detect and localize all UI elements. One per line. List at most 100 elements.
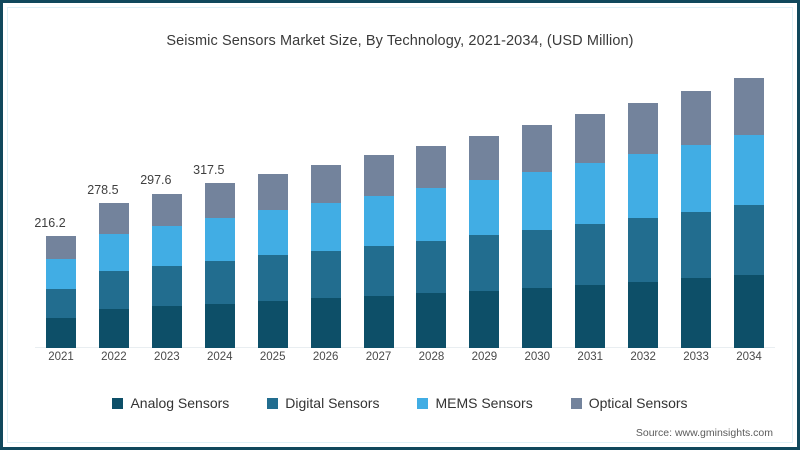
bar-segment-mems-sensors[interactable] bbox=[522, 171, 553, 230]
legend-label: Optical Sensors bbox=[588, 395, 688, 411]
bar-segment-optical-sensors[interactable] bbox=[257, 173, 288, 211]
bar-segment-analog-sensors[interactable] bbox=[628, 281, 659, 348]
bar-segment-mems-sensors[interactable] bbox=[628, 154, 659, 218]
bar-segment-analog-sensors[interactable] bbox=[257, 300, 288, 348]
bar-segment-mems-sensors[interactable] bbox=[46, 259, 76, 289]
bar-segment-digital-sensors[interactable] bbox=[310, 250, 341, 299]
x-tick-2034: 2034 bbox=[736, 351, 762, 363]
bar-segment-mems-sensors[interactable] bbox=[363, 195, 394, 246]
bar-slot bbox=[405, 65, 457, 348]
plot-area: 216.2 278.5 297.6 317.5 bbox=[34, 65, 775, 348]
bar-segment-analog-sensors[interactable] bbox=[681, 278, 712, 348]
bar-segment-digital-sensors[interactable] bbox=[151, 266, 182, 307]
bar-slot bbox=[564, 65, 616, 348]
stacked-bar[interactable] bbox=[46, 235, 76, 348]
stacked-bar[interactable] bbox=[469, 135, 500, 348]
source-attribution: Source: www.gminsights.com bbox=[635, 427, 773, 439]
bar-segment-digital-sensors[interactable] bbox=[416, 240, 447, 294]
bar-segment-optical-sensors[interactable] bbox=[204, 183, 235, 218]
bar-segment-optical-sensors[interactable] bbox=[46, 235, 76, 260]
bar-segment-optical-sensors[interactable] bbox=[416, 145, 447, 189]
bar-segment-optical-sensors[interactable] bbox=[363, 155, 394, 196]
stacked-bar[interactable] bbox=[681, 90, 712, 348]
bar-value-label: 216.2 bbox=[34, 215, 66, 230]
x-axis-tick-labels: 2021 2022 2023 2024 2025 2026 2027 2028 2029 2030… bbox=[35, 351, 775, 371]
legend-swatch-icon bbox=[570, 397, 582, 409]
bar-segment-digital-sensors[interactable] bbox=[681, 211, 712, 279]
stacked-bar[interactable] bbox=[204, 183, 235, 348]
bar-segment-mems-sensors[interactable] bbox=[469, 180, 500, 236]
bar-segment-analog-sensors[interactable] bbox=[363, 295, 394, 348]
bar-segment-mems-sensors[interactable] bbox=[681, 144, 712, 212]
bar-segment-mems-sensors[interactable] bbox=[416, 188, 447, 241]
x-tick-2021: 2021 bbox=[48, 351, 74, 363]
x-tick-2027: 2027 bbox=[365, 351, 392, 363]
bar-segment-analog-sensors[interactable] bbox=[575, 284, 606, 348]
bar-segment-mems-sensors[interactable] bbox=[204, 217, 235, 261]
legend-item-digital-sensors[interactable]: Digital Sensors bbox=[267, 395, 379, 411]
bar-segment-analog-sensors[interactable] bbox=[46, 317, 76, 348]
bar-segment-digital-sensors[interactable] bbox=[46, 288, 76, 318]
bar-segment-digital-sensors[interactable] bbox=[363, 245, 394, 296]
bar-segment-digital-sensors[interactable] bbox=[204, 260, 235, 304]
bar-segment-analog-sensors[interactable] bbox=[416, 293, 447, 348]
bar-segment-analog-sensors[interactable] bbox=[151, 306, 182, 348]
bar-segment-mems-sensors[interactable] bbox=[310, 203, 341, 251]
bar-segment-mems-sensors[interactable] bbox=[257, 210, 288, 256]
stacked-bar[interactable] bbox=[628, 102, 659, 348]
x-axis-baseline bbox=[35, 347, 775, 348]
bar-slot: 278.5 bbox=[87, 65, 140, 348]
legend-label: Digital Sensors bbox=[285, 395, 380, 411]
bar-segment-optical-sensors[interactable] bbox=[98, 203, 129, 234]
bar-segment-optical-sensors[interactable] bbox=[575, 114, 606, 164]
stacked-bar[interactable] bbox=[575, 114, 606, 348]
bar-segment-mems-sensors[interactable] bbox=[151, 225, 182, 267]
stacked-bar[interactable] bbox=[734, 77, 764, 348]
legend-item-optical-sensors[interactable]: Optical Sensors bbox=[570, 395, 688, 411]
x-tick-2031: 2031 bbox=[577, 351, 604, 363]
stacked-bar[interactable] bbox=[416, 145, 447, 348]
bar-segment-analog-sensors[interactable] bbox=[522, 287, 553, 348]
legend-item-mems-sensors[interactable]: MEMS Sensors bbox=[417, 395, 533, 411]
stacked-bar[interactable] bbox=[98, 203, 129, 348]
stacked-bar[interactable] bbox=[257, 173, 288, 348]
bar-slot: 216.2 bbox=[34, 65, 87, 348]
x-tick-2025: 2025 bbox=[259, 351, 286, 363]
stacked-bar[interactable] bbox=[151, 193, 182, 348]
bar-segment-analog-sensors[interactable] bbox=[734, 275, 764, 348]
stacked-bar[interactable] bbox=[363, 155, 394, 348]
bar-segment-digital-sensors[interactable] bbox=[628, 217, 659, 282]
bar-slot: 297.6 bbox=[140, 65, 193, 348]
stacked-bar[interactable] bbox=[522, 125, 553, 348]
bar-segment-mems-sensors[interactable] bbox=[734, 134, 764, 205]
legend-item-analog-sensors[interactable]: Analog Sensors bbox=[112, 395, 229, 411]
bar-segment-optical-sensors[interactable] bbox=[469, 135, 500, 181]
bar-segment-digital-sensors[interactable] bbox=[522, 229, 553, 288]
x-tick-2030: 2030 bbox=[524, 351, 551, 363]
bar-segment-optical-sensors[interactable] bbox=[310, 164, 341, 204]
bar-segment-mems-sensors[interactable] bbox=[575, 163, 606, 225]
bar-segment-optical-sensors[interactable] bbox=[681, 90, 712, 145]
bar-segment-optical-sensors[interactable] bbox=[522, 125, 553, 172]
bar-segment-analog-sensors[interactable] bbox=[98, 308, 129, 348]
bar-segment-digital-sensors[interactable] bbox=[575, 224, 606, 285]
x-tick-2023: 2023 bbox=[154, 351, 180, 363]
chart-legend: Analog Sensors Digital Sensors MEMS Sensor… bbox=[3, 395, 797, 411]
bar-segment-analog-sensors[interactable] bbox=[204, 303, 235, 348]
bar-segment-mems-sensors[interactable] bbox=[98, 233, 129, 272]
stacked-bar[interactable] bbox=[310, 164, 341, 348]
bar-segment-optical-sensors[interactable] bbox=[151, 193, 182, 226]
bar-slot: 317.5 bbox=[193, 65, 246, 348]
bar-segment-analog-sensors[interactable] bbox=[310, 298, 341, 348]
bar-segment-optical-sensors[interactable] bbox=[628, 102, 659, 155]
bar-slot bbox=[670, 65, 722, 348]
bar-segment-analog-sensors[interactable] bbox=[469, 290, 500, 348]
x-tick-2024: 2024 bbox=[206, 351, 233, 363]
bar-segment-optical-sensors[interactable] bbox=[734, 77, 764, 135]
bar-segment-digital-sensors[interactable] bbox=[98, 271, 129, 309]
x-tick-2029: 2029 bbox=[471, 351, 498, 363]
bar-segment-digital-sensors[interactable] bbox=[257, 255, 288, 301]
bar-segment-digital-sensors[interactable] bbox=[734, 204, 764, 276]
bar-segment-digital-sensors[interactable] bbox=[469, 235, 500, 291]
